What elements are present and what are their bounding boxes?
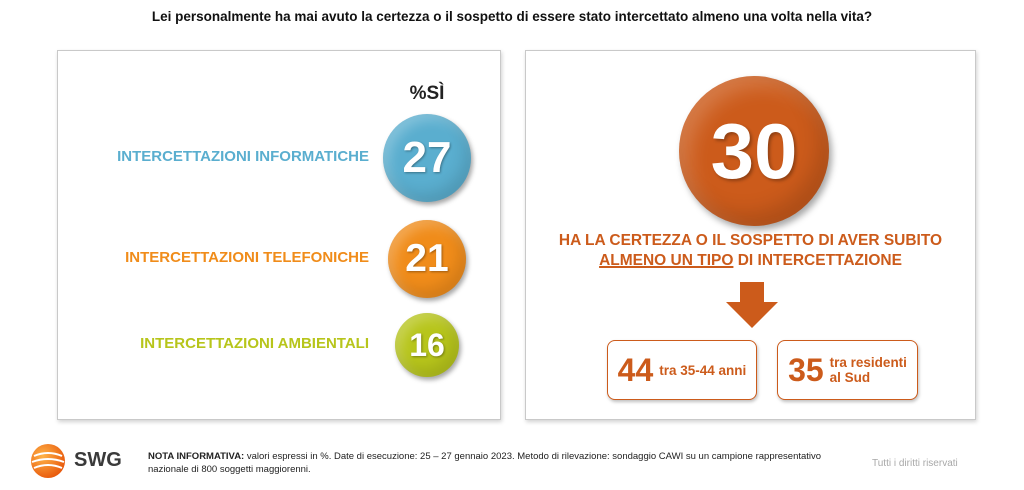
stat-box-south: 35 tra residenti al Sud: [777, 340, 918, 400]
row-label: INTERCETTAZIONI INFORMATICHE: [117, 148, 369, 165]
logo-text: SWG: [74, 449, 122, 471]
stat-label: tra 35-44 anni: [659, 363, 746, 378]
down-arrow-icon: [726, 282, 778, 328]
stat-label-line-1: tra 35-44 anni: [659, 362, 747, 378]
stat-label-line-1: tra residenti: [829, 355, 907, 370]
rights-text: Tutti i diritti riservati: [872, 458, 958, 469]
note-label: NOTA INFORMATIVA:: [148, 451, 245, 462]
row-label: INTERCETTAZIONI TELEFONICHE: [125, 249, 369, 266]
stat-value: 44: [617, 351, 654, 388]
bubble-value: 21: [405, 237, 449, 280]
value-bubble: 21: [388, 220, 466, 298]
value-bubble: 16: [395, 313, 459, 377]
stat-value: 35: [788, 351, 824, 388]
summary-line-2: ALMENO UN TIPO DI INTERCETTAZIONE: [525, 251, 976, 271]
stat-label: tra residenti al Sud: [830, 355, 907, 385]
info-note: NOTA INFORMATIVA: valori espressi in %. …: [148, 450, 828, 476]
summary-line-2-rest: DI INTERCETTAZIONE: [733, 252, 902, 269]
stat-box-age: 44 tra 35-44 anni: [607, 340, 757, 400]
summary-bubble: 30: [679, 76, 829, 226]
bubble-value: 27: [402, 133, 452, 182]
note-text: valori espressi in %. Date di esecuzione…: [148, 451, 822, 475]
summary-value: 30: [710, 106, 798, 195]
summary-line-1: HA LA CERTEZZA O IL SOSPETTO DI AVER SUB…: [558, 232, 943, 249]
swg-logo-icon: [31, 444, 65, 478]
summary-headline: HA LA CERTEZZA O IL SOSPETTO DI AVER SUB…: [525, 231, 976, 271]
summary-line-2-underlined: ALMENO UN TIPO: [599, 252, 734, 269]
stat-label-line-2: al Sud: [829, 370, 871, 385]
column-header: %SÌ: [409, 83, 445, 104]
value-bubble: 27: [383, 114, 471, 202]
page-title: Lei personalmente ha mai avuto la certez…: [151, 9, 873, 24]
row-label: INTERCETTAZIONI AMBIENTALI: [140, 335, 369, 352]
bubble-value: 16: [409, 326, 445, 363]
